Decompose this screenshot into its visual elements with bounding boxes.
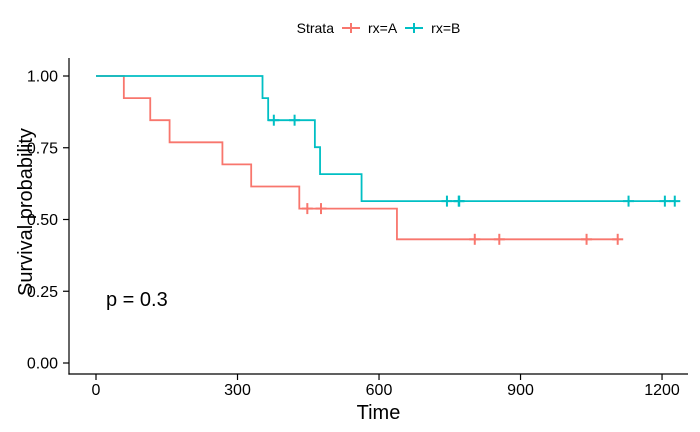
survival-curve-rxB (96, 75, 675, 203)
legend-item-rxB[interactable]: rx=B (405, 19, 460, 37)
x-tick-label: 900 (507, 382, 534, 399)
censor-plus-icon (405, 22, 424, 34)
y-tick-label: 0.25 (27, 284, 58, 301)
x-axis-title: Time (356, 402, 401, 424)
x-tick-label: 0 (92, 382, 101, 399)
x-tick-label: 1200 (644, 382, 680, 399)
censor-plus-icon (341, 22, 360, 34)
y-axis-title: Survival probability (15, 128, 37, 296)
y-tick-label: 0.75 (27, 140, 58, 157)
y-tick-label: 0.50 (27, 212, 58, 229)
survival-curve-rxA (96, 75, 618, 241)
legend-label-rxB: rx=B (431, 20, 461, 36)
legend-label-rxA: rx=A (367, 20, 398, 36)
x-tick-label: 300 (224, 382, 251, 399)
x-tick-label: 600 (366, 382, 393, 399)
y-tick-label: 0.00 (27, 356, 58, 373)
legend: Strata rx=A rx=B (69, 19, 688, 37)
pvalue-annotation: p = 0.3 (106, 289, 168, 311)
legend-item-rxA[interactable]: rx=A (341, 19, 398, 37)
legend-title: Strata (296, 20, 334, 36)
y-tick-label: 1.00 (27, 69, 58, 86)
